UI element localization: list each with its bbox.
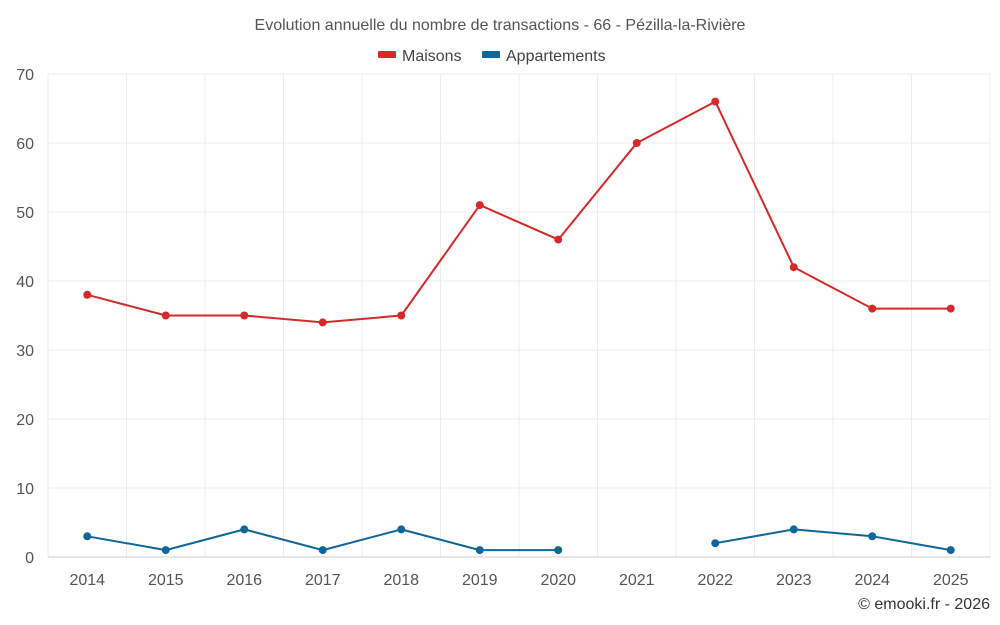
chart-title: Evolution annuelle du nombre de transact… (255, 17, 746, 34)
legend: Maisons Appartements (378, 48, 606, 65)
x-tick-label: 2020 (540, 572, 576, 589)
data-point[interactable] (946, 304, 955, 313)
x-tick-label: 2019 (462, 572, 498, 589)
data-point[interactable] (397, 525, 406, 534)
x-tick-label: 2021 (619, 572, 655, 589)
data-point[interactable] (83, 532, 92, 541)
data-point[interactable] (946, 546, 955, 555)
legend-swatch-appartements[interactable] (482, 51, 500, 58)
x-tick-label: 2017 (305, 572, 341, 589)
legend-label-appartements[interactable]: Appartements (506, 48, 606, 65)
grid (47, 73, 991, 558)
credit: © emooki.fr - 2026 (858, 596, 990, 613)
data-point[interactable] (789, 263, 798, 272)
series-line (715, 528, 951, 552)
y-tick-label: 10 (16, 481, 34, 498)
data-point[interactable] (318, 318, 327, 327)
y-tick-label: 0 (25, 550, 34, 567)
series-maisons (83, 97, 955, 327)
data-point[interactable] (632, 139, 641, 147)
y-tick-label: 50 (16, 205, 34, 222)
data-point[interactable] (554, 546, 563, 555)
y-tick-label: 70 (16, 67, 34, 84)
x-axis: 2014 2015 2016 2017 2018 2019 2020 2021 2022 2023… (69, 572, 968, 589)
x-tick-label: 2014 (69, 572, 105, 589)
series-line (87, 100, 951, 324)
legend-swatch-maisons[interactable] (378, 51, 396, 58)
data-point[interactable] (868, 532, 877, 541)
data-point[interactable] (240, 525, 249, 534)
y-axis: 0 10 20 30 40 50 60 70 (16, 67, 34, 567)
data-point[interactable] (475, 546, 484, 555)
y-tick-label: 60 (16, 136, 34, 153)
legend-label-maisons[interactable]: Maisons (402, 48, 462, 65)
y-tick-label: 20 (16, 412, 34, 429)
x-tick-label: 2025 (933, 572, 969, 589)
data-point[interactable] (397, 311, 406, 320)
y-tick-label: 30 (16, 343, 34, 360)
data-point[interactable] (83, 290, 92, 299)
series-appartements (83, 525, 955, 555)
data-point[interactable] (240, 311, 249, 320)
x-tick-label: 2016 (226, 572, 262, 589)
x-tick-label: 2018 (383, 572, 419, 589)
data-point[interactable] (318, 546, 327, 555)
x-tick-label: 2022 (697, 572, 733, 589)
data-point[interactable] (711, 97, 720, 106)
x-tick-label: 2024 (854, 572, 890, 589)
x-tick-label: 2015 (148, 572, 184, 589)
x-tick-label: 2023 (776, 572, 812, 589)
data-point[interactable] (789, 525, 798, 534)
series-layer (83, 97, 955, 555)
data-point[interactable] (868, 304, 877, 313)
data-point[interactable] (161, 546, 170, 555)
y-tick-label: 40 (16, 274, 34, 291)
data-point[interactable] (475, 201, 484, 210)
data-point[interactable] (711, 539, 720, 548)
data-point[interactable] (554, 235, 563, 244)
data-point[interactable] (161, 311, 170, 320)
